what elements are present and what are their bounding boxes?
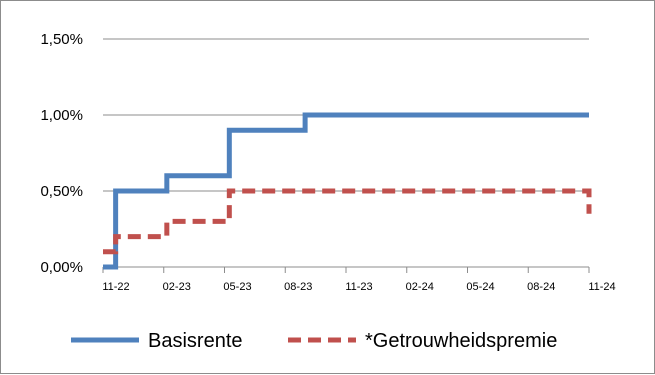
x-tick-label: 11-24 xyxy=(588,281,615,293)
y-tick-label: 1,50% xyxy=(40,31,83,48)
x-tick-label: 08-23 xyxy=(284,281,312,293)
x-tick-label: 02-24 xyxy=(406,281,434,293)
x-tick-label: 02-23 xyxy=(163,281,191,293)
x-tick-label: 11-23 xyxy=(345,281,372,293)
y-tick-label: 0,50% xyxy=(40,183,83,200)
x-tick-label: 05-23 xyxy=(223,281,251,293)
legend-label: Basisrente xyxy=(148,330,243,352)
y-tick-label: 0,00% xyxy=(40,259,83,276)
series-line-getrouwheidspremie xyxy=(103,188,592,255)
x-tick-label: 05-24 xyxy=(466,281,494,293)
legend-label: *Getrouwheidspremie xyxy=(365,330,557,352)
x-tick-label: 08-24 xyxy=(527,281,555,293)
x-tick-label: 11-22 xyxy=(102,281,129,293)
y-tick-label: 1,00% xyxy=(40,107,83,124)
series-line-basisrente xyxy=(103,112,589,270)
